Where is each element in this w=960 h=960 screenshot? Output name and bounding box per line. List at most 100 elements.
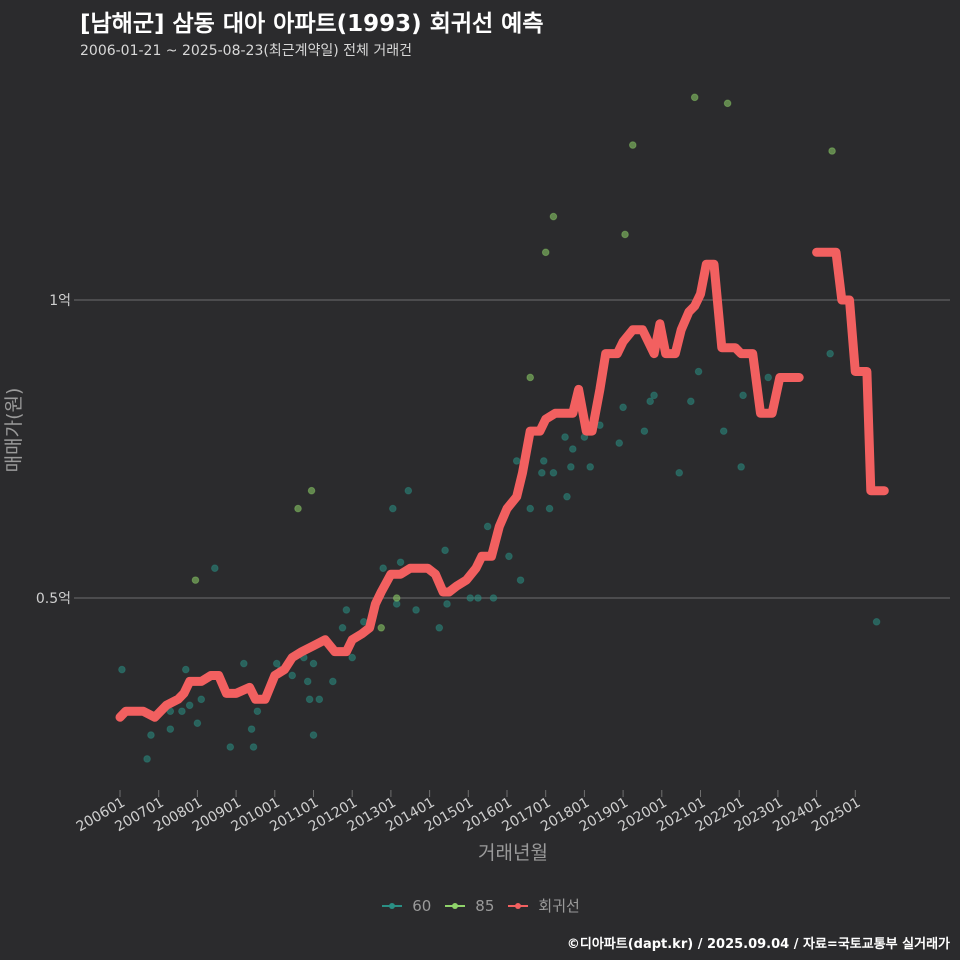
data-point-60 [249, 743, 258, 751]
data-point-60 [288, 671, 297, 680]
data-point-60 [118, 665, 126, 674]
x-axis-label: 거래년월 [478, 842, 548, 864]
data-point-60 [538, 469, 546, 477]
data-point-85 [307, 486, 316, 495]
data-point-60 [474, 594, 482, 602]
y-axis-ticks: 0.5억 1억 [36, 293, 80, 607]
regression-line-segment [115, 259, 804, 722]
grid-lines [80, 299, 950, 599]
scatter-points [118, 93, 881, 763]
data-point-85 [541, 248, 550, 257]
data-point-60 [305, 695, 314, 704]
data-point-60 [675, 469, 684, 477]
data-point-60 [739, 391, 747, 400]
data-point-60 [412, 606, 420, 614]
data-point-60 [193, 719, 202, 727]
data-point-60 [247, 725, 256, 733]
data-point-60 [640, 427, 649, 435]
data-point-60 [441, 546, 449, 555]
data-point-85 [628, 141, 637, 149]
data-point-60 [687, 397, 695, 406]
data-point-85 [392, 594, 401, 602]
data-point-60 [185, 701, 194, 710]
data-point-85 [690, 93, 699, 102]
data-point-60 [303, 677, 312, 686]
data-point-60 [586, 463, 595, 471]
data-point-85 [549, 212, 558, 221]
data-point-60 [505, 552, 513, 561]
data-point-60 [563, 492, 571, 501]
data-point-60 [272, 659, 281, 668]
data-point-85 [828, 147, 836, 155]
data-point-60 [443, 600, 451, 608]
legend-key-icon [380, 899, 404, 913]
data-point-60 [240, 659, 248, 668]
data-point-60 [197, 695, 206, 704]
data-point-60 [309, 659, 318, 668]
data-point-60 [650, 391, 658, 400]
data-point-60 [512, 457, 521, 465]
legend-item-85: 85 [443, 897, 494, 915]
legend-key-icon [506, 899, 530, 913]
data-point-60 [315, 695, 324, 704]
legend-item-회귀선: 회귀선 [506, 895, 580, 916]
data-point-60 [379, 564, 387, 573]
data-point-60 [737, 463, 745, 471]
legend-key-icon [443, 899, 467, 913]
data-point-60 [489, 594, 498, 602]
data-point-60 [404, 486, 413, 495]
data-point-60 [338, 624, 347, 632]
chart-subtitle: 2006-01-21 ~ 2025-08-23(최근계약일) 전체 거래건 [80, 43, 412, 59]
data-point-85 [294, 504, 302, 513]
data-point-60 [619, 403, 627, 412]
data-point-60 [211, 564, 219, 573]
data-point-60 [567, 463, 575, 471]
data-point-60 [147, 731, 155, 739]
chart-legend: 60 85 회귀선 [0, 895, 960, 916]
y-tick-label: 0.5억 [36, 591, 71, 607]
regression-line [115, 247, 889, 722]
data-point-60 [549, 469, 558, 477]
data-point-60 [226, 743, 235, 751]
legend-label: 60 [412, 896, 432, 915]
data-point-60 [526, 504, 535, 513]
data-point-60 [615, 439, 624, 447]
legend-label: 회귀선 [538, 897, 580, 915]
data-point-60 [483, 522, 492, 531]
data-point-85 [621, 230, 629, 239]
data-point-60 [764, 373, 773, 382]
data-point-60 [178, 707, 186, 716]
data-point-60 [253, 707, 262, 716]
legend-label: 85 [475, 896, 495, 915]
data-point-60 [396, 558, 405, 567]
data-point-60 [568, 445, 577, 453]
source-footer: ©디아파트(dapt.kr) / 2025.09.04 / 자료=국토교통부 실… [566, 937, 950, 952]
data-point-60 [309, 731, 318, 739]
data-point-60 [342, 606, 351, 614]
data-point-60 [435, 624, 444, 632]
data-point-60 [646, 397, 654, 406]
data-point-60 [516, 576, 525, 584]
data-point-60 [545, 504, 554, 513]
data-point-60 [181, 665, 190, 674]
data-point-60 [389, 504, 397, 513]
legend-item-60: 60 [380, 897, 431, 915]
regression-line-segment [812, 247, 889, 496]
data-point-60 [143, 755, 151, 763]
data-point-60 [826, 349, 834, 358]
data-point-60 [872, 618, 881, 626]
data-point-60 [329, 677, 337, 686]
data-point-85 [723, 99, 732, 108]
data-point-60 [166, 725, 175, 733]
data-point-60 [694, 367, 703, 376]
data-point-85 [191, 576, 200, 584]
y-axis-label: 매매가(원) [3, 388, 25, 473]
data-point-60 [719, 427, 728, 435]
y-tick-label: 1억 [49, 293, 71, 309]
data-point-85 [377, 624, 386, 632]
data-point-60 [561, 433, 569, 441]
data-point-60 [466, 594, 475, 602]
x-axis-ticks: 2006012007012008012009012010012011012012… [74, 790, 863, 835]
data-point-85 [526, 373, 535, 382]
